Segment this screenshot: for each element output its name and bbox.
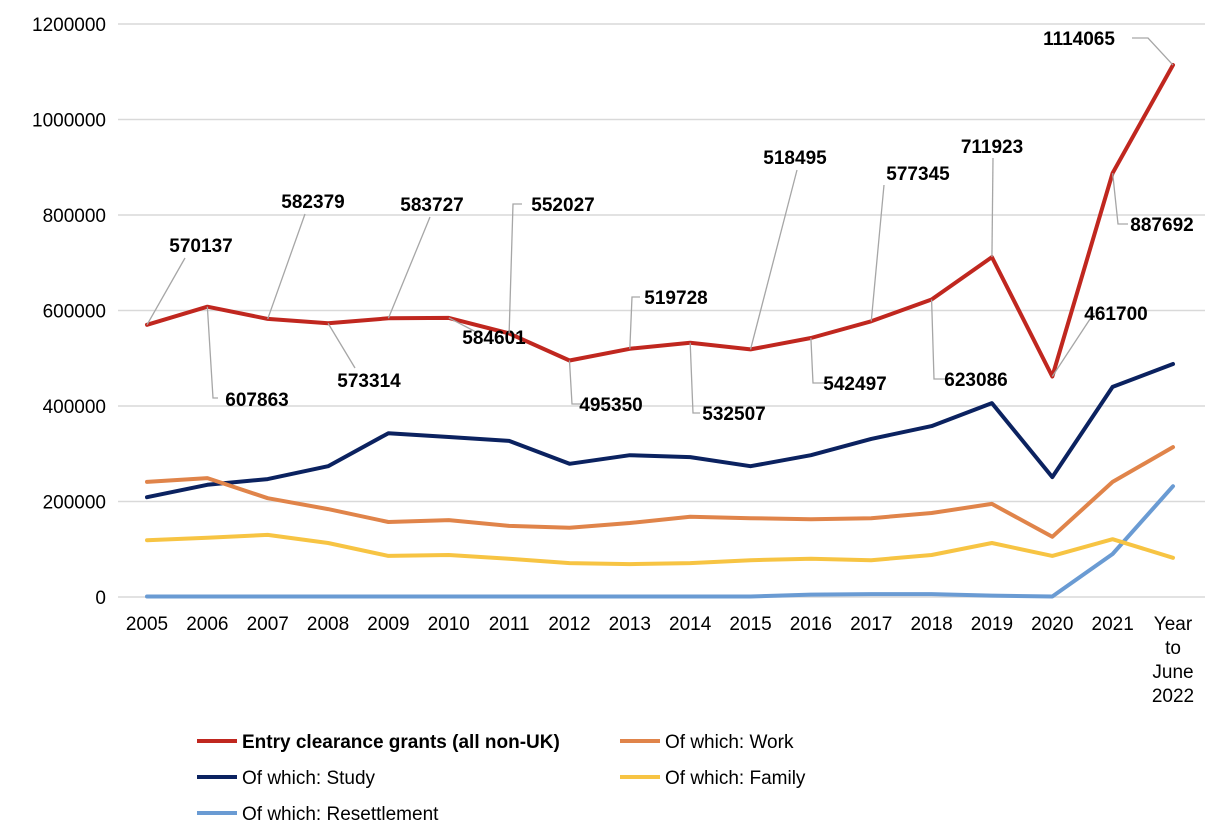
x-tick-label: 2011	[489, 614, 530, 635]
data-label: 577345	[886, 164, 950, 185]
x-tick-label: 2010	[428, 614, 470, 635]
data-label-leader	[689, 342, 700, 414]
x-tick-line: 2021	[1092, 614, 1134, 635]
data-label-leader	[930, 299, 945, 380]
x-tick-label: 2020	[1031, 614, 1073, 635]
data-label: 584601	[462, 328, 526, 349]
data-label-leader	[387, 216, 431, 319]
data-label-leader	[206, 306, 218, 399]
x-tick-label: 2019	[971, 614, 1013, 635]
data-label: 711923	[961, 137, 1023, 158]
data-label-leader	[870, 184, 885, 322]
x-tick-label: 2005	[126, 614, 168, 635]
data-label-leader	[146, 257, 186, 326]
x-tick-label: 2017	[850, 614, 892, 635]
x-tick-label: Year to June 2022	[1152, 614, 1194, 707]
x-tick-label: 2007	[247, 614, 289, 635]
x-tick-label: 2006	[186, 614, 228, 635]
series-line	[145, 532, 1175, 567]
series-line	[145, 362, 1175, 500]
x-tick-label: 2013	[609, 614, 651, 635]
data-label: 582379	[281, 192, 344, 213]
data-label: 518495	[763, 148, 827, 169]
legend-label: Of which: Resettlement	[242, 804, 439, 825]
data-label-leader	[1051, 312, 1095, 377]
data-label: 495350	[579, 395, 642, 416]
legend-label: Entry clearance grants (all non-UK)	[242, 732, 560, 753]
x-tick-line: 2005	[126, 614, 168, 635]
x-tick-line: 2015	[729, 614, 771, 635]
data-label-leader	[267, 213, 306, 320]
x-tick-line: 2019	[971, 614, 1013, 635]
x-tick-label: 2014	[669, 614, 712, 635]
y-tick-label: 1200000	[32, 15, 106, 36]
x-tick-line: 2013	[609, 614, 651, 635]
legend-label: Of which: Work	[665, 732, 794, 753]
data-label: 607863	[225, 390, 288, 411]
x-tick-line: 2009	[367, 614, 409, 635]
series-line	[145, 445, 1175, 539]
x-tick-line: 2007	[247, 614, 289, 635]
y-tick-label: 1000000	[32, 111, 106, 132]
data-label-leader	[327, 322, 356, 369]
x-tick-line: 2006	[186, 614, 228, 635]
data-label-leader	[810, 337, 825, 384]
y-tick-label: 200000	[43, 493, 106, 514]
series-line	[145, 484, 1175, 599]
data-label: 573314	[337, 371, 401, 392]
legend-label: Of which: Study	[242, 768, 376, 789]
x-tick-label: 2018	[910, 614, 952, 635]
data-label-leader	[1112, 173, 1128, 225]
x-tick-line: 2022	[1152, 686, 1194, 707]
x-tick-line: 2017	[850, 614, 892, 635]
x-tick-label: 2021	[1092, 614, 1134, 635]
series-line	[145, 63, 1175, 379]
data-label: 461700	[1084, 304, 1147, 325]
data-label: 552027	[531, 195, 594, 216]
x-tick-label: 2012	[548, 614, 590, 635]
legend-label: Of which: Family	[665, 768, 806, 789]
y-tick-label: 600000	[43, 302, 106, 323]
data-label: 542497	[823, 374, 886, 395]
data-label-leader	[508, 203, 522, 334]
x-tick-line: June	[1152, 662, 1193, 683]
data-label: 1114065	[1043, 29, 1115, 50]
data-label: 583727	[400, 195, 463, 216]
x-tick-label: 2008	[307, 614, 349, 635]
x-tick-line: 2018	[910, 614, 952, 635]
y-tick-label: 400000	[43, 397, 106, 418]
legend: Entry clearance grants (all non-UK) Of wh…	[197, 732, 806, 825]
x-tick-line: to	[1165, 638, 1181, 659]
x-tick-line: 2016	[790, 614, 832, 635]
data-label-leader	[1132, 37, 1174, 66]
x-tick-line: 2012	[548, 614, 590, 635]
x-tick-line: Year	[1154, 614, 1193, 635]
x-tick-line: 2008	[307, 614, 349, 635]
data-label-leader	[448, 317, 479, 334]
x-tick-line: 2011	[489, 614, 530, 635]
data-label: 519728	[644, 288, 707, 309]
data-label-leader	[568, 360, 583, 405]
data-label-leader	[749, 169, 798, 350]
data-label-leader	[991, 157, 994, 258]
x-tick-line: 2010	[428, 614, 470, 635]
x-tick-label: 2009	[367, 614, 409, 635]
x-tick-label: 2016	[790, 614, 832, 635]
x-tick-line: 2014	[669, 614, 712, 635]
y-tick-label: 800000	[43, 206, 106, 227]
data-label-leader	[629, 296, 640, 349]
data-label: 570137	[169, 236, 232, 257]
x-tick-line: 2020	[1031, 614, 1073, 635]
x-tick-label: 2015	[729, 614, 771, 635]
data-label: 623086	[944, 370, 1007, 391]
data-label: 532507	[702, 404, 765, 425]
data-label: 887692	[1130, 215, 1193, 236]
y-tick-label: 0	[95, 588, 106, 609]
